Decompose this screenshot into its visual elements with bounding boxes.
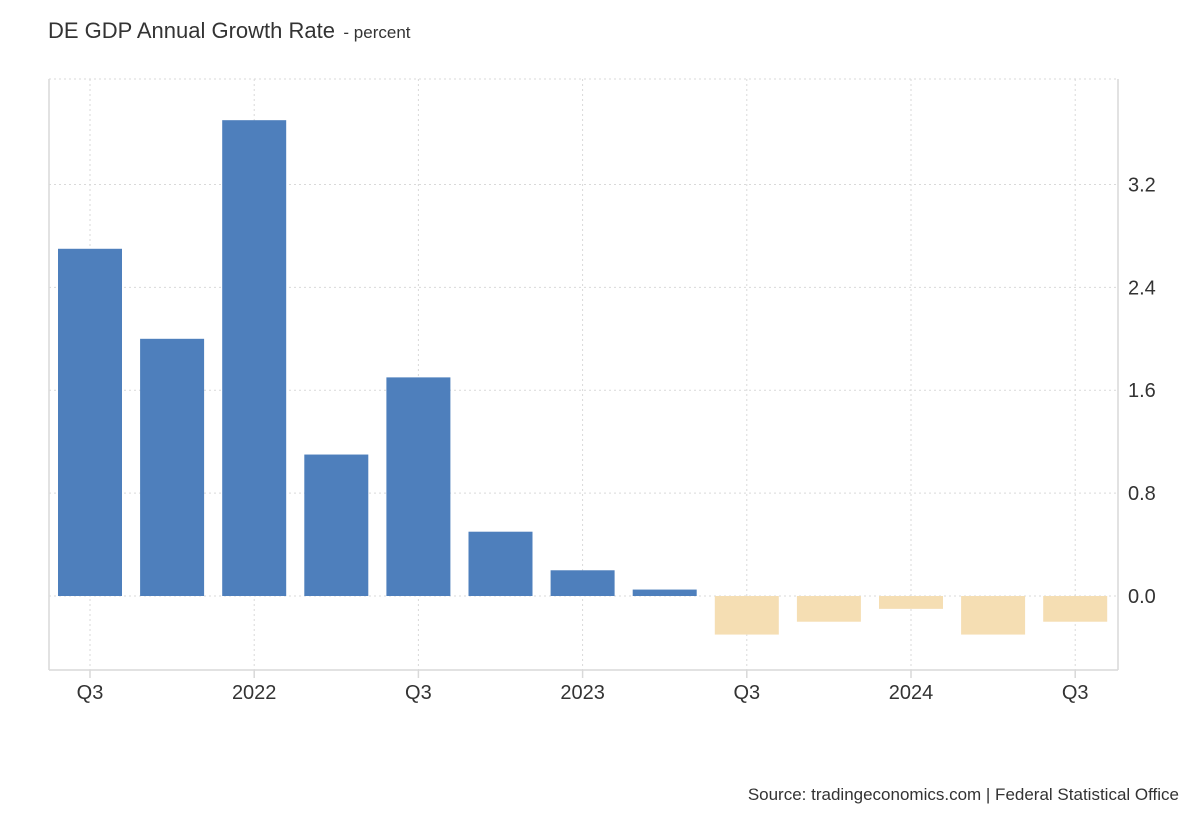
- bar-2021-q3: [58, 248, 122, 596]
- y-tick-label: 0.0: [1128, 586, 1156, 608]
- x-tick-label: Q3: [405, 682, 432, 704]
- bar-2022-q1: [222, 120, 287, 597]
- bar-2024-q3: [1043, 596, 1108, 622]
- bar-2023-q4: [796, 596, 861, 622]
- bar-2022-q2: [304, 454, 369, 596]
- chart-title: DE GDP Annual Growth Rate: [48, 18, 335, 43]
- x-tick-label: 2024: [889, 682, 934, 704]
- chart-title-block: DE GDP Annual Growth Rate - percent: [48, 18, 411, 44]
- bar-2022-q3: [386, 377, 451, 596]
- bar-2023-q3: [714, 596, 779, 635]
- bar-2022-q4: [468, 531, 533, 596]
- x-tick-label: 2022: [232, 682, 277, 704]
- source-credit: Source: tradingeconomics.com | Federal S…: [747, 785, 1179, 804]
- bar-2024-q1: [879, 596, 943, 609]
- y-tick-label: 2.4: [1128, 277, 1156, 299]
- x-tick-label: 2023: [560, 682, 605, 704]
- x-tick-label: Q3: [1062, 682, 1089, 704]
- bar-2023-q1: [550, 570, 615, 596]
- y-tick-label: 0.8: [1128, 483, 1156, 505]
- bar-2023-q2: [632, 589, 697, 596]
- chart-unit: - percent: [343, 23, 411, 42]
- bar-2021-q4: [140, 338, 205, 596]
- x-tick-label: Q3: [77, 682, 104, 704]
- x-tick-label: Q3: [733, 682, 760, 704]
- bar-2024-q2: [961, 596, 1026, 635]
- y-tick-label: 3.2: [1128, 174, 1156, 196]
- y-tick-label: 1.6: [1128, 380, 1156, 402]
